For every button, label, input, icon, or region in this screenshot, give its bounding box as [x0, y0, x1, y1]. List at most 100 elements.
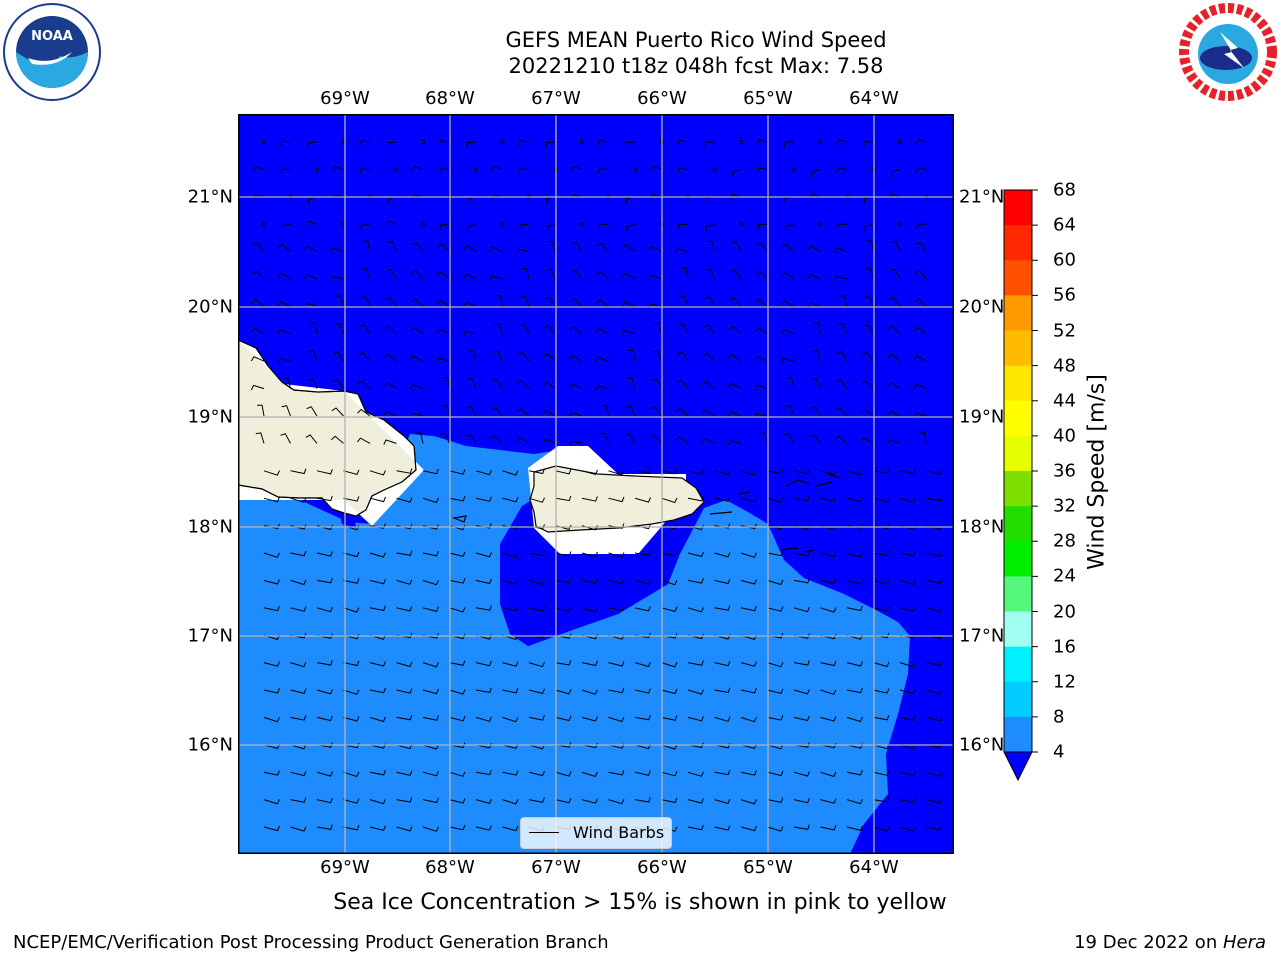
lon-label-top: 67°W	[531, 88, 581, 109]
wind-barb	[277, 329, 291, 335]
colorbar-segment	[1004, 646, 1032, 683]
wind-barb	[467, 377, 477, 389]
wind-barb	[545, 268, 556, 280]
wind-barb	[568, 383, 583, 390]
wind-barb	[687, 660, 704, 666]
wind-barb	[595, 385, 609, 391]
wind-barb	[332, 166, 344, 172]
lat-label-left: 19°N	[187, 406, 233, 428]
wind-barb	[410, 326, 424, 335]
wind-barb	[422, 715, 439, 721]
wind-barb	[687, 607, 704, 613]
wind-barb	[555, 469, 572, 475]
calm-wind-barb	[261, 222, 267, 227]
wind-barb	[411, 166, 424, 172]
wind-barb	[621, 329, 636, 336]
wind-barb	[846, 661, 863, 667]
wind-barb	[899, 688, 916, 695]
wind-barb	[889, 268, 901, 280]
wind-barb	[305, 434, 318, 444]
wind-barb	[873, 550, 890, 556]
lon-label-bottom: 69°W	[320, 857, 370, 878]
credit-text: NCEP/EMC/Verification Post Processing Pr…	[13, 932, 609, 953]
wind-barb	[277, 272, 291, 280]
wind-barb	[569, 354, 583, 362]
colorbar-tick-label: 44	[1053, 390, 1076, 412]
wind-barb	[793, 606, 810, 613]
wind-barb	[767, 579, 784, 586]
wind-barb	[316, 469, 333, 475]
wind-barb	[491, 194, 503, 200]
wind-barb	[281, 405, 291, 417]
wind-barb	[740, 552, 757, 558]
wind-barb	[862, 323, 874, 335]
wind-barb	[648, 274, 662, 280]
wind-barb	[786, 377, 795, 389]
lat-label-right: 20°N	[959, 296, 1005, 318]
wind-barb	[475, 552, 492, 558]
wind-barb	[661, 797, 678, 804]
wind-barb	[661, 551, 678, 557]
wind-barb	[263, 579, 280, 585]
wind-barb	[282, 377, 291, 389]
wind-barb	[767, 797, 784, 803]
wind-barb	[793, 469, 810, 475]
wind-barb	[861, 380, 874, 389]
wind-barb	[820, 660, 837, 667]
wind-barb	[706, 240, 715, 252]
wind-barb	[502, 661, 519, 667]
wind-barb	[687, 495, 704, 502]
wind-barb	[756, 167, 768, 174]
wind-barb	[449, 798, 466, 804]
wind-barb	[888, 325, 901, 335]
wind-barb	[528, 550, 545, 557]
wind-barb	[475, 578, 492, 585]
wind-barb	[846, 579, 863, 585]
wind-barb	[305, 220, 318, 226]
wind-barb	[679, 295, 689, 307]
wind-barb	[516, 408, 530, 417]
wind-barb	[754, 298, 768, 307]
colorbar-segment	[1004, 330, 1032, 367]
wind-barb	[369, 825, 386, 831]
wind-barb	[677, 167, 689, 174]
wind-barb	[625, 141, 636, 148]
wind-barb	[449, 469, 466, 475]
wind-barb	[362, 240, 371, 252]
wind-barb	[595, 299, 609, 307]
wind-barb	[581, 660, 598, 667]
wind-barb	[793, 551, 810, 557]
wind-barb	[873, 688, 890, 694]
chart-subtitle: 20221210 t18z 048h fcst Max: 7.58	[508, 54, 884, 78]
wind-barb	[661, 606, 678, 612]
wind-barb	[331, 407, 344, 417]
wind-barb	[626, 377, 636, 389]
wind-barb	[728, 325, 742, 335]
wind-barb	[661, 688, 678, 695]
wind-barb	[333, 350, 344, 362]
wind-barb	[714, 552, 731, 558]
wind-barb	[687, 824, 704, 831]
wind-barb	[651, 378, 662, 389]
wind-barb	[290, 661, 307, 668]
wind-barb	[767, 688, 784, 694]
host-name: Hera	[1222, 932, 1266, 953]
wind-barb	[926, 742, 943, 749]
wind-barb	[475, 496, 492, 502]
colorbar-segment	[1004, 225, 1032, 261]
colorbar-segment	[1004, 435, 1032, 472]
wind-barb	[263, 497, 280, 503]
calm-wind-barb	[500, 222, 505, 227]
wind-barb	[422, 606, 439, 612]
wind-barb	[462, 301, 477, 308]
calm-wind-barb	[818, 222, 823, 227]
noaa-logo: NOAA	[3, 3, 101, 101]
wind-barb	[383, 439, 397, 445]
wind-barb	[290, 606, 307, 612]
wind-barb	[608, 661, 625, 667]
wind-barb	[516, 248, 530, 255]
wind-barb	[634, 468, 651, 474]
wind-barb	[384, 325, 397, 335]
wind-barb	[687, 551, 704, 557]
wind-barb	[919, 432, 927, 444]
